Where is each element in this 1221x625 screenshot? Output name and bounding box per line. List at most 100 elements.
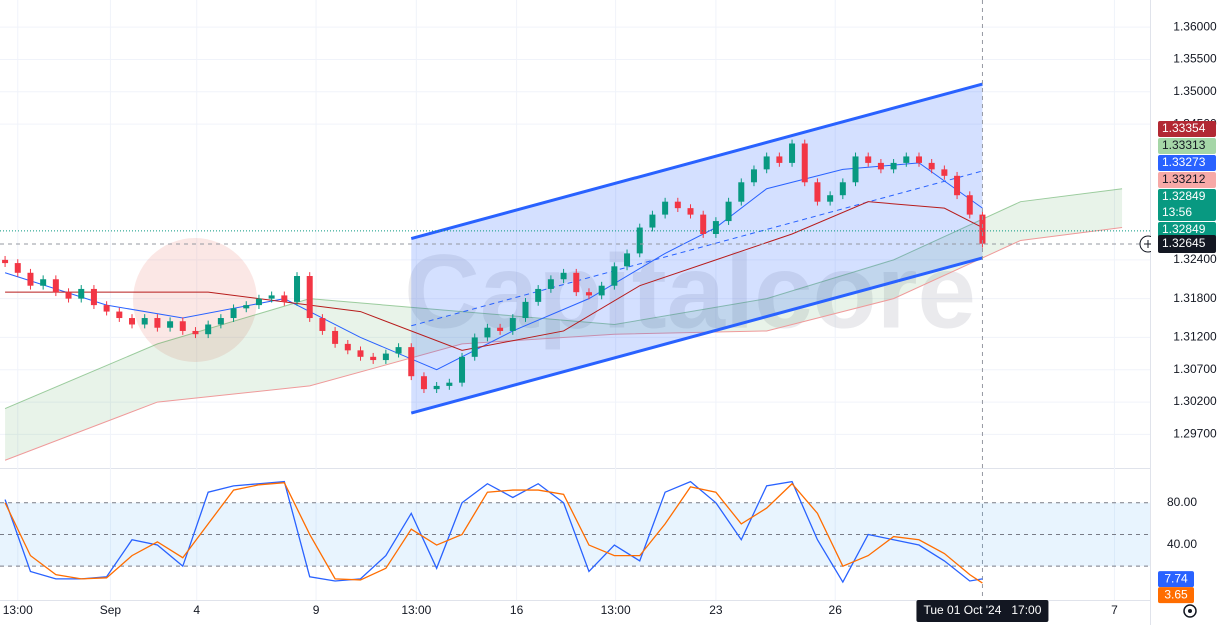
crosshair-price-label: 1.32645	[1162, 236, 1206, 250]
candle-body	[674, 201, 681, 209]
price-tag	[1158, 189, 1216, 221]
x-tick-label: 13:00	[401, 603, 431, 617]
candle-body	[547, 279, 554, 289]
candle-body	[2, 259, 9, 264]
candle-body	[90, 288, 97, 306]
candle-body	[192, 330, 199, 335]
watermark-logo	[133, 238, 257, 362]
channel-upper	[410, 82, 983, 240]
settings-button[interactable]	[1183, 604, 1197, 618]
candle-body	[941, 169, 948, 176]
candle-body	[560, 272, 567, 280]
candle-body	[154, 318, 161, 328]
y-tick-label: 1.30200	[1173, 394, 1217, 408]
candle-body	[877, 162, 884, 170]
settings-icon-center	[1188, 609, 1192, 613]
candle-body	[40, 279, 47, 286]
candle-body	[890, 162, 897, 170]
y-tick-label: 1.31800	[1173, 291, 1217, 305]
candle-body	[801, 143, 808, 183]
candle-body	[459, 356, 466, 383]
x-tick-label: 16	[510, 603, 524, 617]
y-tick-label: 80.00	[1167, 495, 1197, 509]
y-tick-label: 1.30700	[1173, 362, 1217, 376]
x-tick-label: Sep	[100, 603, 122, 617]
price-tag	[1158, 222, 1216, 238]
candle-body	[230, 308, 237, 319]
x-tick-label: 13:00	[601, 603, 631, 617]
channel-lower	[410, 256, 983, 415]
stoch-tag	[1158, 587, 1194, 604]
stoch-tag	[1158, 571, 1194, 588]
candle-body	[255, 298, 262, 306]
stoch-line	[4, 481, 983, 584]
price-tag	[1158, 121, 1216, 137]
candle-body	[382, 353, 389, 361]
candle-body	[471, 337, 478, 357]
candle-body	[852, 156, 859, 183]
indicator-line	[4, 162, 983, 371]
candle-body	[446, 382, 453, 386]
candle-body	[332, 330, 339, 344]
candle-body	[27, 272, 34, 286]
y-tick-label: 1.31200	[1173, 330, 1217, 344]
candle-body	[966, 195, 973, 215]
candle-body	[814, 182, 821, 202]
candle-body	[522, 301, 529, 319]
candle-body	[433, 385, 440, 390]
x-tick-label: 4	[193, 603, 200, 617]
candle-body	[776, 156, 783, 163]
candle-body	[738, 182, 745, 202]
candle-body	[103, 305, 110, 312]
countdown: 13:56	[1162, 205, 1192, 219]
x-tick-label: 23	[709, 603, 723, 617]
candle-body	[116, 311, 123, 319]
stoch-tag-label: 7.74	[1164, 571, 1188, 585]
candle-body	[687, 208, 694, 215]
y-tick-label: 40.00	[1167, 537, 1197, 551]
candle-body	[789, 143, 796, 163]
price-tag-label: 1.33313	[1162, 138, 1206, 152]
candle-body	[954, 175, 961, 196]
candle-body	[141, 318, 148, 325]
candle-body	[420, 376, 427, 390]
y-tick-label: 1.35000	[1173, 84, 1217, 98]
candle-body	[700, 214, 707, 234]
candle-body	[497, 327, 504, 331]
candle-body	[129, 318, 136, 325]
candle-body	[357, 350, 364, 357]
price-tag	[1158, 155, 1216, 171]
x-tick-label: 7	[1111, 603, 1118, 617]
candle-body	[598, 285, 605, 296]
price-tag	[1158, 138, 1216, 154]
candle-body	[636, 227, 643, 254]
candle-body	[725, 201, 732, 222]
candle-body	[624, 253, 631, 267]
candle-body	[509, 318, 516, 331]
price-tag-label: 1.33212	[1162, 172, 1206, 186]
candle-body	[915, 156, 922, 163]
candle-body	[78, 288, 85, 299]
candle-body	[585, 292, 592, 296]
candle-body	[268, 295, 275, 299]
x-tick-label: 13:00	[3, 603, 33, 617]
channel-fill	[411, 84, 983, 414]
price-tag-label: 1.32849	[1162, 189, 1206, 203]
candle-body	[903, 156, 910, 163]
candle-body	[179, 321, 186, 331]
plus-icon	[1144, 240, 1152, 249]
candle-body	[14, 263, 21, 273]
candle-body	[649, 214, 656, 228]
candle-body	[243, 305, 250, 309]
x-tick-label: 26	[829, 603, 843, 617]
candle-body	[205, 324, 212, 335]
price-tag	[1158, 172, 1216, 188]
candle-body	[611, 266, 618, 286]
candle-body	[281, 295, 288, 302]
candle-body	[319, 318, 326, 331]
crosshair-time-tag	[916, 600, 1049, 622]
candle-body	[167, 321, 174, 328]
